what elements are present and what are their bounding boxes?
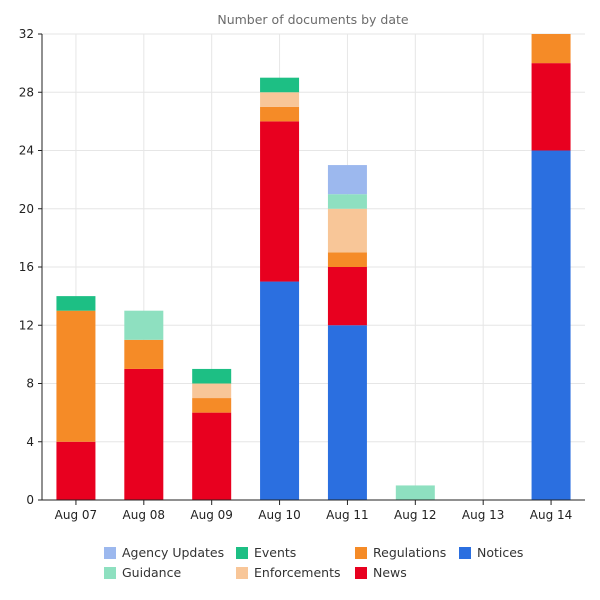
x-axis-ticks: Aug 07 Aug 08 Aug 09 Aug 10 Aug 11 Aug 12 Aug … <box>55 500 573 522</box>
bar-segment-notices[interactable] <box>260 281 300 500</box>
legend-swatch <box>104 566 116 579</box>
x-tick-label: Aug 07 <box>55 508 98 522</box>
bar-segment-events[interactable] <box>192 368 232 384</box>
bar-segment-notices[interactable] <box>327 325 367 500</box>
bar-segment-news[interactable] <box>260 121 300 282</box>
chart-title: Number of documents by date <box>217 12 409 27</box>
legend-label: Agency Updates <box>122 545 225 560</box>
bar-segment-events[interactable] <box>56 296 96 311</box>
bar-segment-news[interactable] <box>56 441 96 500</box>
bar-segment-notices[interactable] <box>531 150 571 501</box>
y-tick-label: 32 <box>19 27 34 41</box>
bar-segment-enforcements[interactable] <box>192 383 232 399</box>
legend-item-notices[interactable]: Notices <box>459 545 523 560</box>
y-tick-label: 20 <box>19 202 34 216</box>
bar-segment-regulations[interactable] <box>56 310 96 442</box>
legend-label: News <box>373 565 407 580</box>
y-tick-label: 8 <box>26 377 34 391</box>
bar-segment-enforcements[interactable] <box>260 92 300 107</box>
x-tick-label: Aug 12 <box>394 508 437 522</box>
bar-segment-news[interactable] <box>192 412 232 500</box>
legend-label: Enforcements <box>254 565 341 580</box>
y-tick-label: 16 <box>19 260 34 274</box>
bar-segment-agency-updates[interactable] <box>327 165 367 195</box>
x-tick-label: Aug 11 <box>326 508 369 522</box>
x-tick-label: Aug 08 <box>123 508 166 522</box>
legend-swatch <box>236 546 248 559</box>
y-axis-ticks: 0 4 8 12 16 20 24 28 32 <box>19 27 42 507</box>
legend-item-enforcements[interactable]: Enforcements <box>236 565 341 580</box>
legend-swatch <box>355 546 367 559</box>
y-tick-label: 4 <box>26 435 34 449</box>
bar-segment-guidance[interactable] <box>124 310 164 340</box>
legend-item-guidance[interactable]: Guidance <box>104 565 181 580</box>
y-tick-label: 0 <box>26 493 34 507</box>
bar-segment-guidance[interactable] <box>395 485 435 500</box>
y-tick-label: 28 <box>19 85 34 99</box>
legend-label: Events <box>254 545 297 560</box>
legend-label: Regulations <box>373 545 447 560</box>
legend-item-regulations[interactable]: Regulations <box>355 545 446 560</box>
bar-segment-regulations[interactable] <box>260 106 300 122</box>
legend-label: Notices <box>477 545 524 560</box>
legend-item-news[interactable]: News <box>355 565 407 580</box>
bar-segment-regulations[interactable] <box>124 339 164 369</box>
gridlines <box>42 33 585 501</box>
x-tick-label: Aug 14 <box>530 508 573 522</box>
bar-segment-news[interactable] <box>531 63 571 151</box>
bar-segment-regulations[interactable] <box>192 398 232 413</box>
x-tick-label: Aug 09 <box>190 508 233 522</box>
bar-segment-news[interactable] <box>124 368 164 500</box>
y-tick-label: 12 <box>19 318 34 332</box>
legend-item-agency-updates[interactable]: Agency Updates <box>104 545 224 560</box>
bars <box>56 34 571 501</box>
x-tick-label: Aug 10 <box>258 508 301 522</box>
legend-label: Guidance <box>122 565 182 580</box>
y-tick-label: 24 <box>19 144 34 158</box>
x-tick-label: Aug 13 <box>462 508 505 522</box>
legend-swatch <box>104 546 116 559</box>
bar-segment-enforcements[interactable] <box>327 208 367 253</box>
bar-segment-guidance[interactable] <box>327 194 367 209</box>
bar-segment-regulations[interactable] <box>531 34 571 64</box>
bar-segment-regulations[interactable] <box>327 252 367 267</box>
legend-item-events[interactable]: Events <box>236 545 296 560</box>
legend-swatch <box>355 566 367 579</box>
legend-swatch <box>459 546 471 559</box>
bar-segment-news[interactable] <box>327 267 367 326</box>
legend-swatch <box>236 566 248 579</box>
bar-segment-events[interactable] <box>260 77 300 93</box>
